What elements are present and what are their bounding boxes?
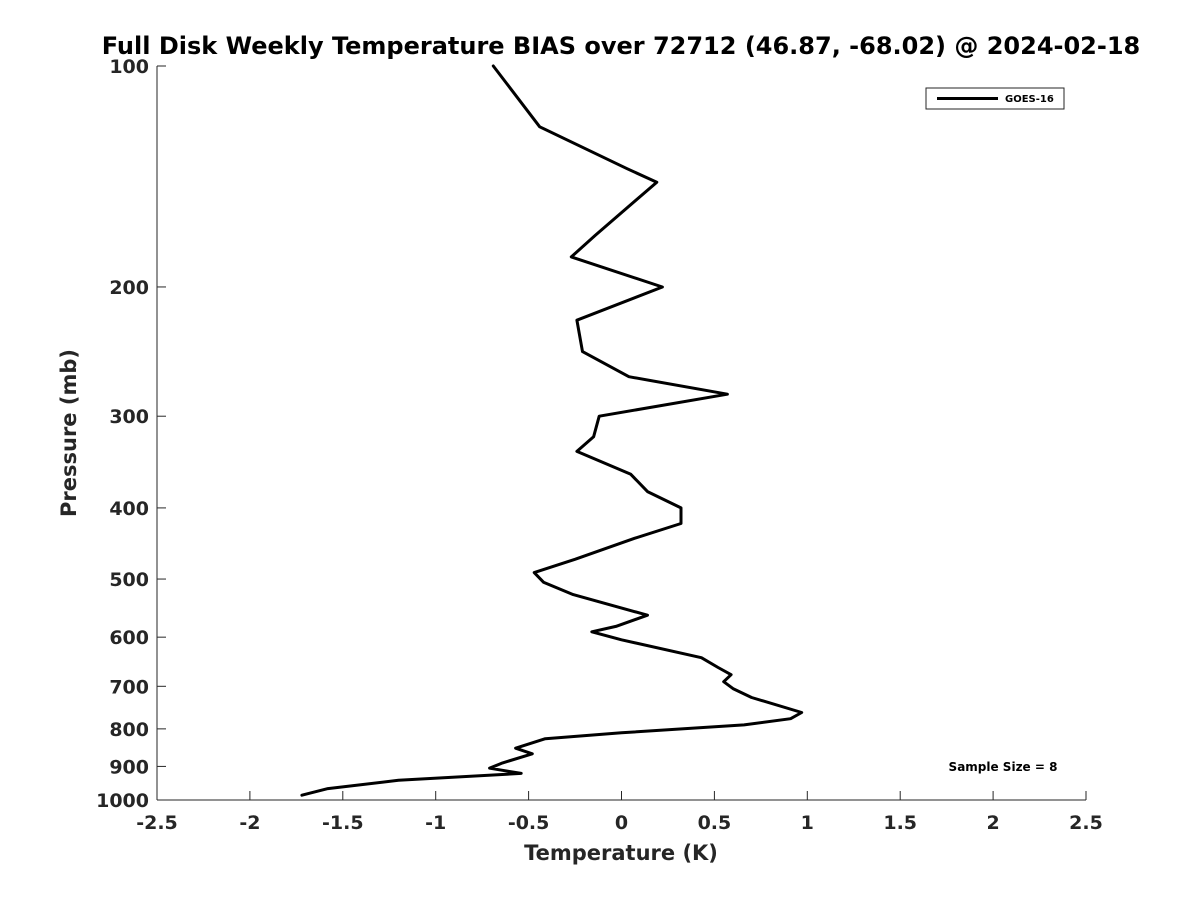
x-tick-label: -2 — [239, 812, 260, 834]
y-tick-label: 1000 — [96, 790, 149, 812]
x-tick-label: 0 — [615, 812, 628, 834]
x-tick-label: -1 — [425, 812, 446, 834]
x-tick-label: -2.5 — [136, 812, 178, 834]
x-tick-label: 1 — [801, 812, 814, 834]
sample-size-annotation: Sample Size = 8 — [949, 760, 1058, 774]
x-tick-label: 2 — [986, 812, 999, 834]
x-tick-label: 0.5 — [698, 812, 732, 834]
x-tick-label: -0.5 — [508, 812, 550, 834]
x-axis-ticks: -2.5 -2 -1.5 -1 -0.5 0 0.5 1 1.5 2 2.5 — [136, 791, 1103, 834]
y-axis-ticks: 100 200 300 400 500 600 700 800 900 1000 — [96, 56, 166, 812]
y-tick-label: 200 — [109, 277, 149, 299]
legend: GOES-16 — [925, 87, 1065, 110]
series-line-goes-16 — [300, 64, 804, 797]
y-tick-label: 300 — [109, 406, 149, 428]
x-tick-label: 1.5 — [883, 812, 917, 834]
y-tick-label: 900 — [109, 756, 149, 778]
y-tick-label: 600 — [109, 627, 149, 649]
y-tick-label: 400 — [109, 498, 149, 520]
y-tick-label: 700 — [109, 676, 149, 698]
y-axis-label: Pressure (mb) — [57, 349, 81, 517]
x-tick-label: -1.5 — [322, 812, 364, 834]
legend-entry-goes-16: GOES-16 — [1005, 94, 1054, 105]
x-axis-label: Temperature (K) — [524, 841, 718, 865]
y-tick-label: 100 — [109, 56, 149, 78]
x-tick-label: 2.5 — [1069, 812, 1103, 834]
y-tick-label: 800 — [109, 719, 149, 741]
y-tick-label: 500 — [109, 569, 149, 591]
chart-title: Full Disk Weekly Temperature BIAS over 7… — [102, 32, 1141, 60]
